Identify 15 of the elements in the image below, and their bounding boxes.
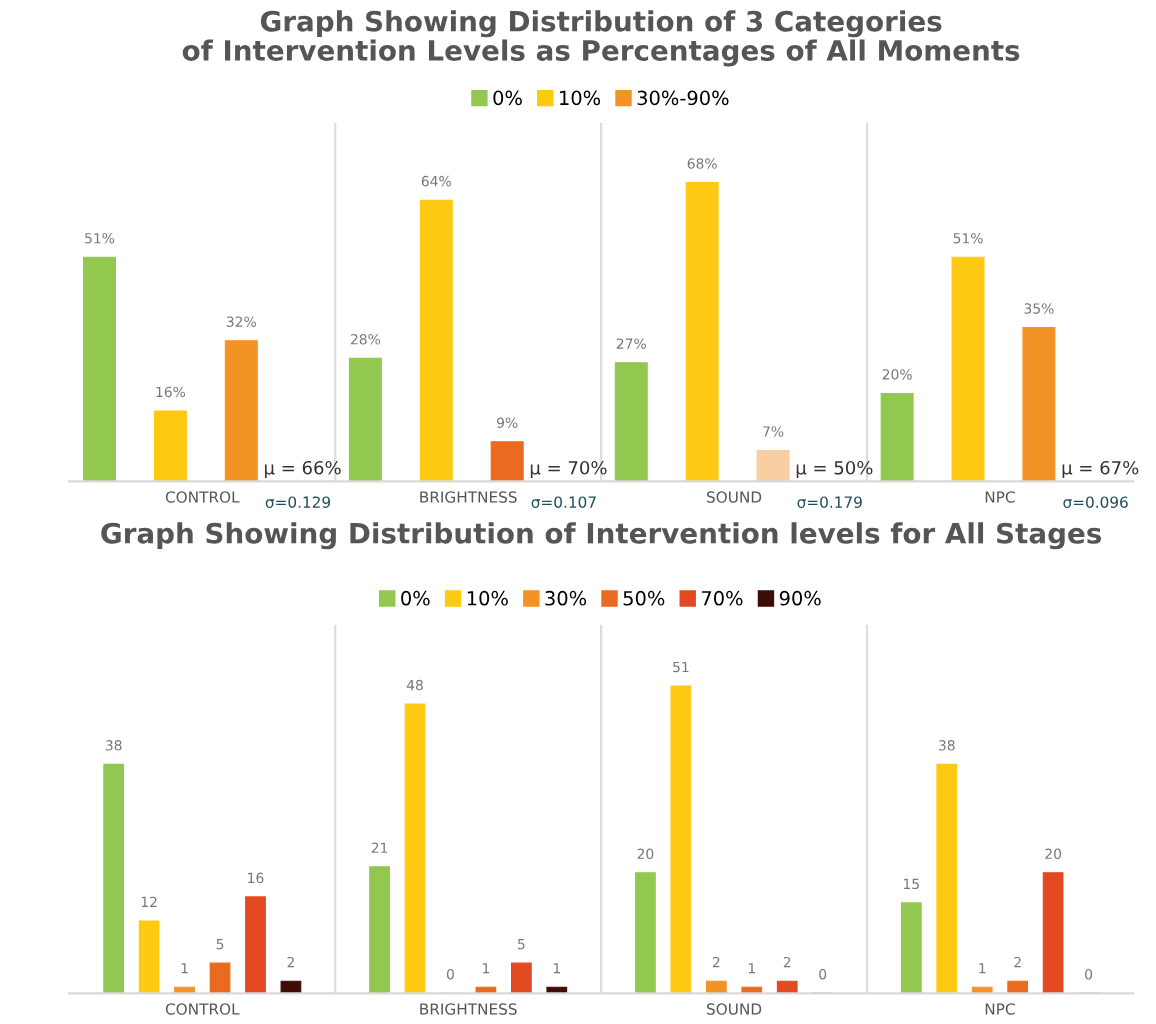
legend-label: 0% bbox=[401, 590, 430, 606]
legend-label: 90% bbox=[779, 590, 821, 606]
annotation: μ = 67% bbox=[1062, 460, 1139, 479]
chart-title: Graph Showing Distribution of Intervention levels for All Stages bbox=[101, 522, 1102, 550]
legend-label: 50% bbox=[623, 590, 665, 606]
annotation: μ = 66% bbox=[264, 460, 341, 479]
annotation: μ = 50% bbox=[796, 460, 873, 479]
chart-title: Graph Showing Distribution of 3 Categories of Intervention Levels as Percentages of All Moments bbox=[182, 10, 1020, 67]
annotation: μ = 70% bbox=[530, 460, 607, 479]
legend-label: 30%-90% bbox=[637, 90, 729, 106]
legend-label: 10% bbox=[560, 90, 601, 106]
legend-label: 30% bbox=[545, 590, 587, 606]
legend-label: 10% bbox=[467, 590, 508, 606]
legend-label: 0% bbox=[493, 90, 522, 106]
legend-label: 70% bbox=[701, 590, 743, 606]
